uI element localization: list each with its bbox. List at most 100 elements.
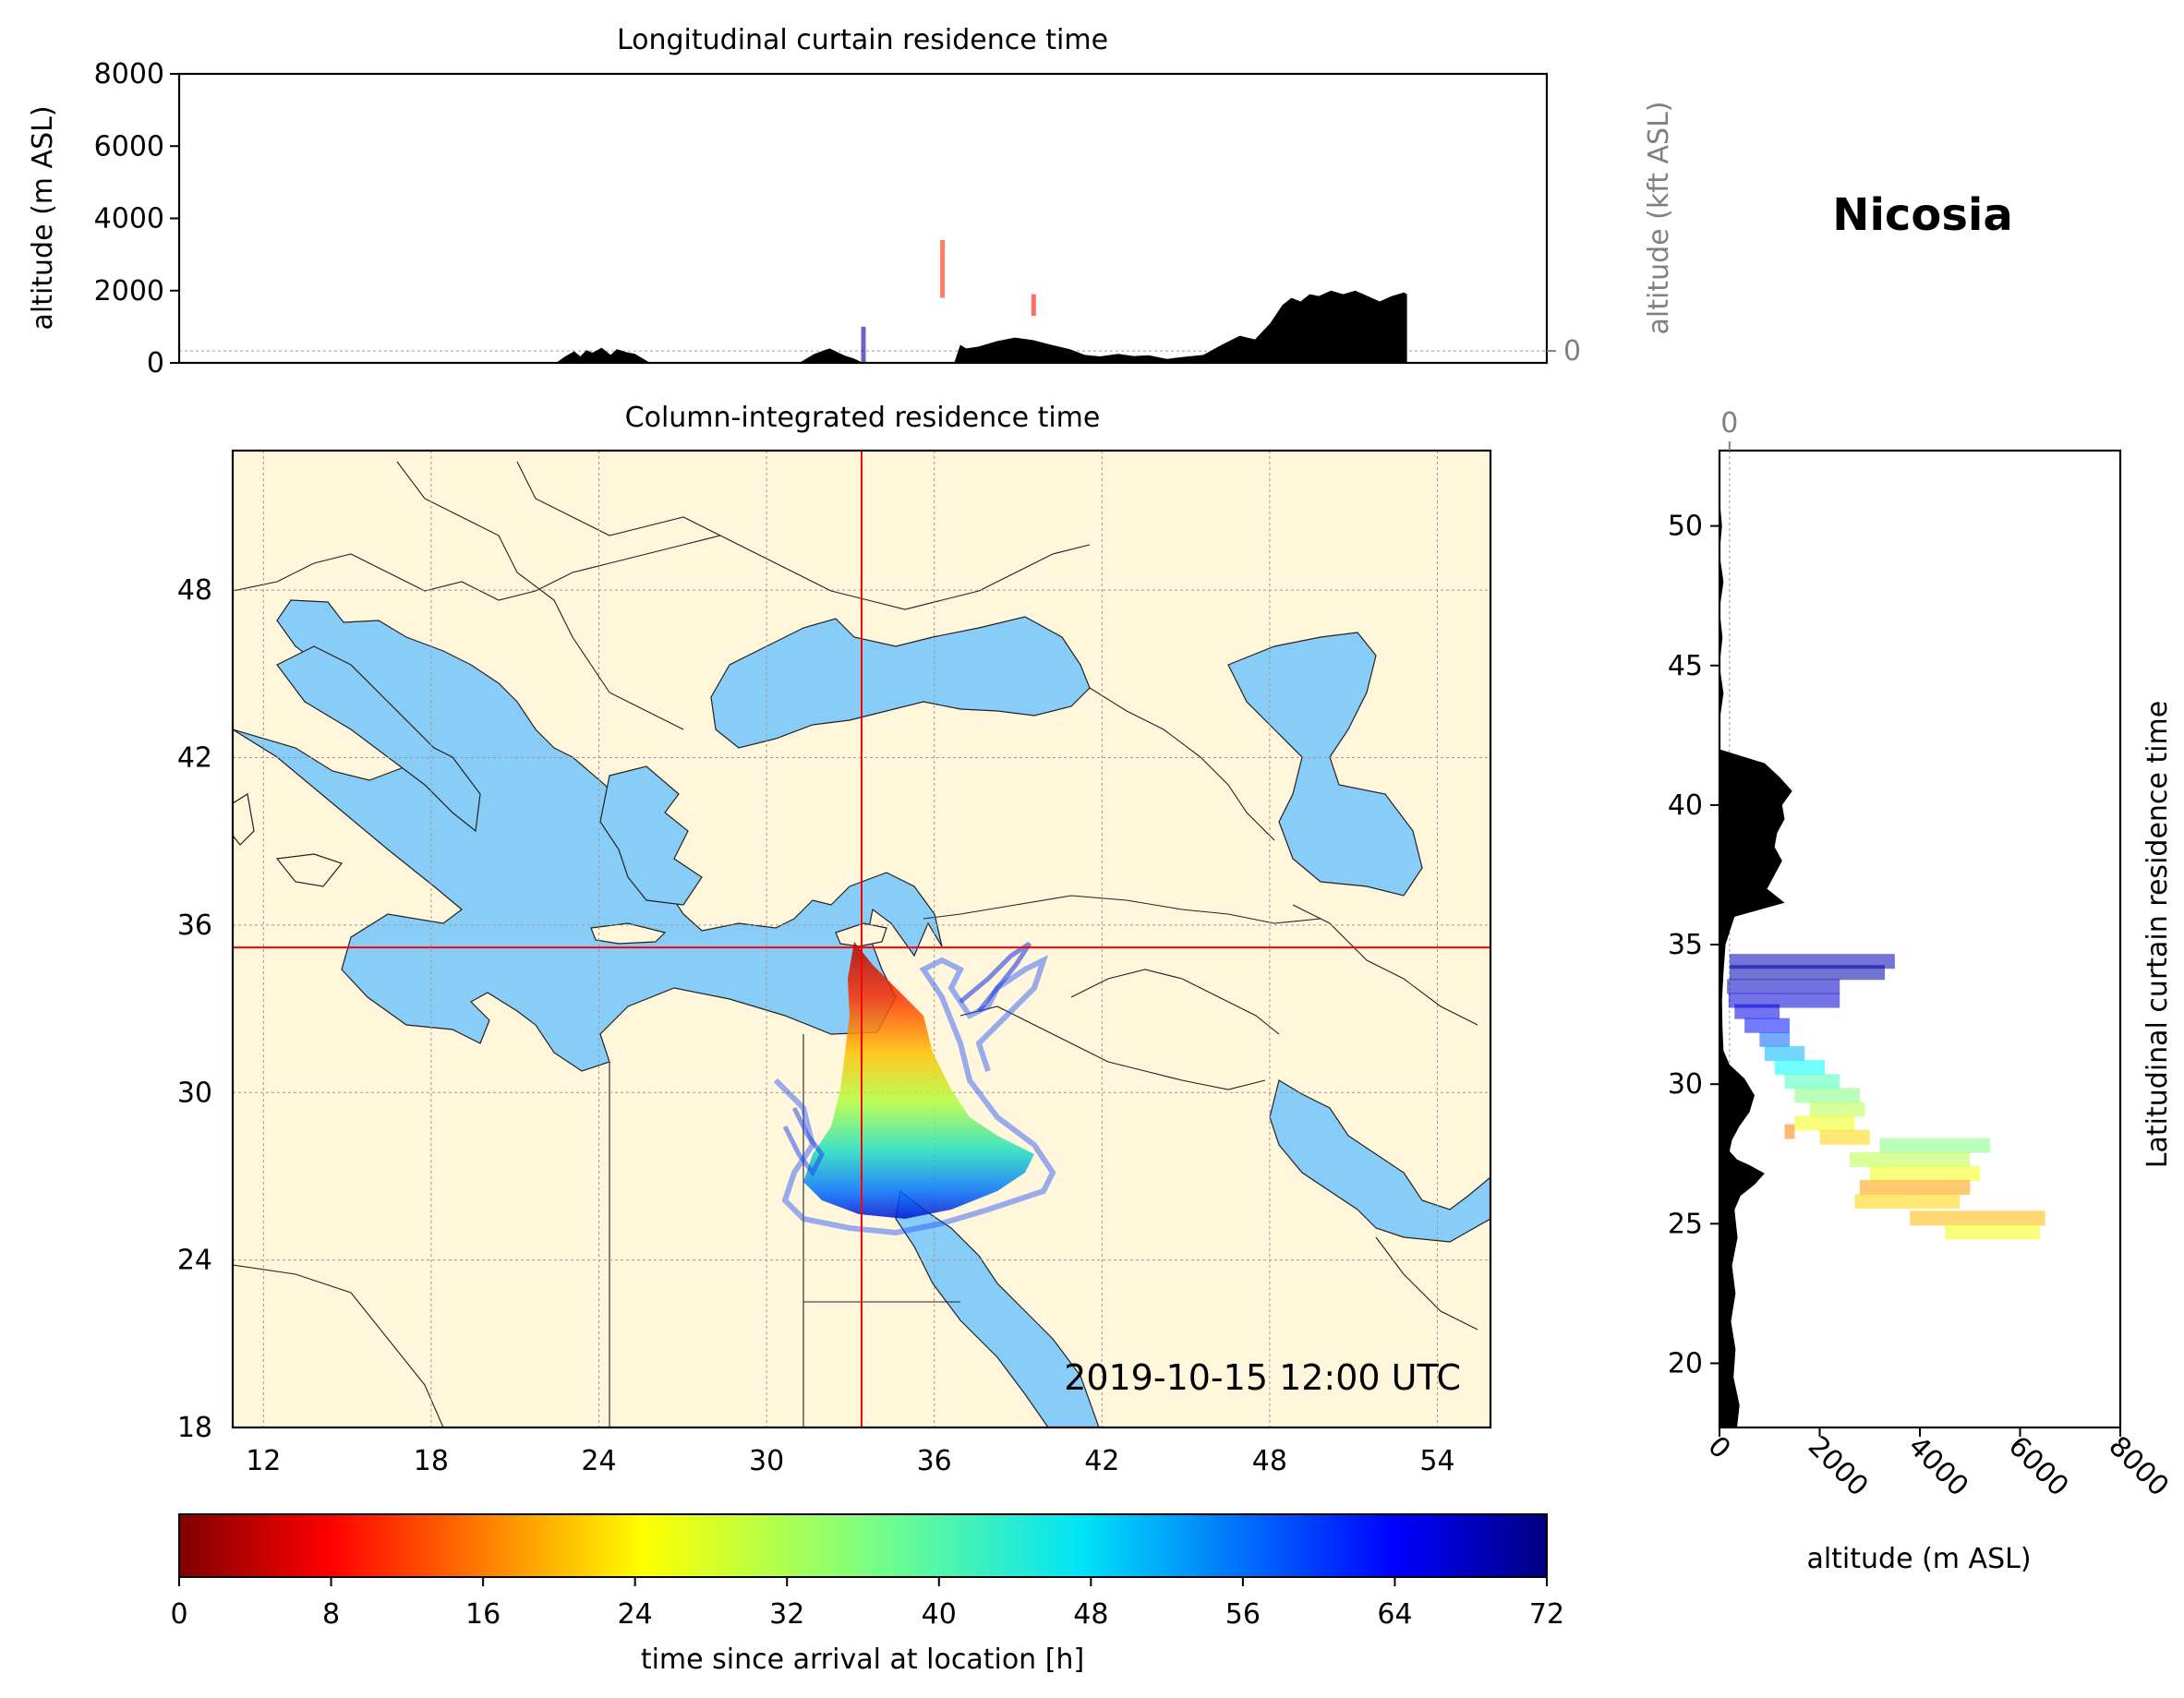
red-sea-gulf [895,1189,1100,1427]
plume-blue-tail-east [959,941,1032,1013]
map-x-tick-label: 42 [1084,1445,1119,1477]
longitudinal-ylabel: altitude (m ASL) [27,105,59,330]
latitudinal-residence-band [1774,1060,1825,1076]
adriatic-sea [276,645,481,833]
latitudinal-x-tick-label: 6000 [2002,1430,2075,1503]
map-borders [233,461,1478,1427]
latitudinal-topography [1719,451,1792,1427]
map-panel: Column-integrated residence time [177,402,1492,1477]
map-x-ticks: 12 18 24 30 36 42 48 54 [246,1445,1454,1477]
latitudinal-residence-band [1744,1018,1790,1033]
longitudinal-y-tick-label: 4000 [94,203,164,235]
latitudinal-residence-band [1759,1031,1790,1047]
latitudinal-residence-band [1819,1129,1870,1145]
latitudinal-grid [1729,451,1731,1427]
latitudinal-y-tick-label: 30 [1668,1068,1703,1101]
latitudinal-residence-band [1784,1124,1795,1139]
map-x-tick-label: 12 [246,1445,281,1477]
longitudinal-y-ticks: 0 2000 4000 6000 8000 [94,58,179,379]
latitudinal-residence-band [1728,993,1840,1008]
longitudinal-y-tick-label: 8000 [94,58,164,90]
colorbar-tick-label: 32 [769,1598,804,1631]
sardinia [233,793,255,846]
colorbar-gradient [178,1513,1548,1578]
latitudinal-residence-band [1729,954,1895,969]
latitudinal-x-ticks: 0 2000 4000 6000 8000 [1701,1427,2175,1503]
map-x-tick-label: 36 [917,1445,952,1477]
latitudinal-y-tick-label: 20 [1668,1347,1703,1379]
latitudinal-title: Latitudinal curtain residence time [2142,701,2174,1168]
map-x-tick-label: 30 [749,1445,784,1477]
longitudinal-residence-mark [1031,294,1036,317]
latitudinal-residence-band [1794,1088,1860,1103]
colorbar-label: time since arrival at location [h] [641,1644,1084,1676]
latitudinal-residence-marks [1727,954,2045,1240]
sicily [275,853,344,887]
caspian-sea [1227,632,1423,897]
map-y-tick-label: 30 [177,1077,212,1109]
map-title: Column-integrated residence time [625,402,1101,434]
map-seas [233,599,1490,1427]
plume-outer [773,955,1056,1236]
latitudinal-residence-band [1859,1180,1971,1196]
longitudinal-y-tick-label: 6000 [94,130,164,163]
colorbar: 0 8 16 24 32 40 48 56 64 72 time since arrival at… [170,1513,1564,1676]
map-y-ticks: 18 24 30 36 42 48 [177,574,212,1444]
longitudinal-curtain-panel: Longitudinal curtain residence time 0 200… [27,24,1675,379]
latitudinal-axes-frame [1718,449,2122,1429]
colorbar-tick-label: 8 [322,1598,340,1631]
latitudinal-residence-band [1854,1194,1961,1210]
longitudinal-secondary-y-tick-label: 0 [1563,335,1581,367]
latitudinal-y-tick-label: 45 [1668,650,1703,682]
timestamp-label: 2019-10-15 12:00 UTC [1064,1357,1461,1398]
latitudinal-y-tick-label: 25 [1668,1208,1703,1240]
latitudinal-residence-band [1910,1210,2045,1226]
colorbar-tick-label: 72 [1529,1598,1564,1631]
latitudinal-secondary-x-tick-label: 0 [1720,407,1738,440]
latitudinal-residence-band [1869,1165,1981,1181]
map-x-tick-label: 48 [1252,1445,1287,1477]
colorbar-tick-label: 56 [1225,1598,1261,1631]
latitudinal-y-tick-label: 50 [1668,511,1703,543]
longitudinal-residence-marks [861,239,1036,363]
latitudinal-y-ticks: 20 25 30 35 40 45 50 [1668,511,1719,1379]
latitudinal-residence-band [1794,1115,1855,1131]
latitudinal-x-tick-label: 0 [1701,1430,1736,1465]
map-x-tick-label: 18 [414,1445,449,1477]
map-y-tick-label: 18 [177,1412,212,1444]
latitudinal-x-tick-label: 4000 [1901,1430,1974,1503]
latitudinal-y-tick-label: 40 [1668,789,1703,822]
latitudinal-residence-band [1879,1138,1990,1153]
longitudinal-residence-mark [861,326,866,363]
map-x-tick-label: 54 [1419,1445,1454,1477]
longitudinal-residence-mark [940,239,946,298]
plume-blue-tail-west [782,1106,825,1177]
latitudinal-residence-band [1729,965,1886,981]
map-y-tick-label: 36 [177,909,212,942]
mediterranean-sea [233,599,943,1072]
longitudinal-curtain-title: Longitudinal curtain residence time [617,24,1108,56]
colorbar-tick-label: 48 [1073,1598,1108,1631]
latitudinal-residence-band [1784,1074,1840,1090]
latitudinal-residence-band [1809,1102,1865,1117]
latitudinal-residence-band [1734,1004,1780,1019]
colorbar-tick-label: 64 [1377,1598,1412,1631]
map-y-tick-label: 42 [177,742,212,775]
colorbar-tick-label: 0 [170,1598,187,1631]
longitudinal-y-tick-label: 2000 [94,275,164,307]
colorbar-tick-label: 40 [922,1598,957,1631]
latitudinal-x-tick-label: 2000 [1802,1430,1875,1503]
latitudinal-residence-band [1850,1151,1971,1167]
latitudinal-x-tick-label: 8000 [2102,1430,2175,1503]
latitudinal-secondary-x-ticks: 050100 [1720,407,1738,451]
map-y-tick-label: 24 [177,1245,212,1277]
longitudinal-secondary-y-ticks: 050100 [1547,335,1581,367]
location-title: Nicosia [1832,189,2012,241]
persian-gulf [1269,1079,1490,1243]
colorbar-tick-label: 24 [618,1598,653,1631]
map-axes-frame [231,449,1492,1429]
latitudinal-residence-band [1727,979,1840,994]
latitudinal-residence-band [1764,1045,1805,1061]
